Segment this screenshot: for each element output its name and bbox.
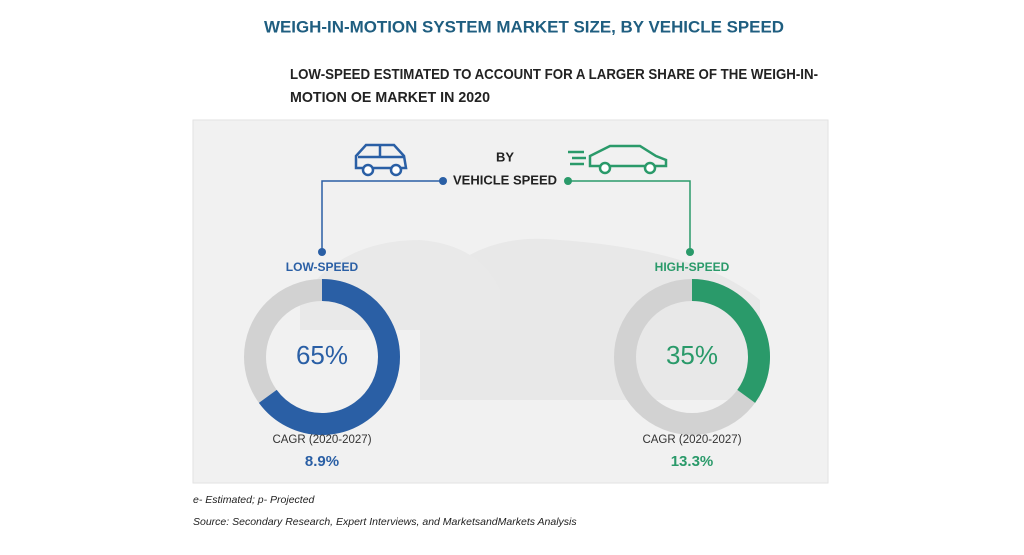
- background-car: [420, 238, 760, 400]
- cagr-value: 13.3%: [671, 453, 714, 470]
- connector: [568, 180, 691, 252]
- segment-label: LOW-SPEED: [286, 260, 359, 274]
- footnote: e- Estimated; p- Projected: [193, 494, 316, 506]
- cagr-label: CAGR (2020-2027): [642, 434, 741, 446]
- car-icon: [354, 143, 408, 177]
- connector-dot: [439, 177, 447, 185]
- title: WEIGH-IN-MOTION SYSTEM MARKET SIZE, BY V…: [264, 17, 784, 36]
- connector-dot: [686, 248, 694, 256]
- car-icon: [568, 144, 668, 175]
- value-label: 65%: [296, 340, 348, 370]
- connector-dot: [564, 177, 572, 185]
- value-label: 35%: [666, 340, 718, 370]
- footnote: Source: Secondary Research, Expert Inter…: [193, 516, 577, 528]
- donut-arc: [258, 279, 400, 435]
- connector-dot: [318, 248, 326, 256]
- donut-arc: [691, 279, 770, 403]
- cagr-label: CAGR (2020-2027): [272, 434, 371, 446]
- cagr-value: 8.9%: [305, 453, 339, 470]
- connector: [321, 180, 443, 252]
- center-label: VEHICLE SPEED: [453, 172, 557, 187]
- subtitle-line: MOTION OE MARKET IN 2020: [290, 89, 490, 106]
- subtitle-line: LOW-SPEED ESTIMATED TO ACCOUNT FOR A LAR…: [290, 66, 818, 83]
- segment-label: HIGH-SPEED: [655, 260, 730, 274]
- center-label: BY: [496, 149, 514, 164]
